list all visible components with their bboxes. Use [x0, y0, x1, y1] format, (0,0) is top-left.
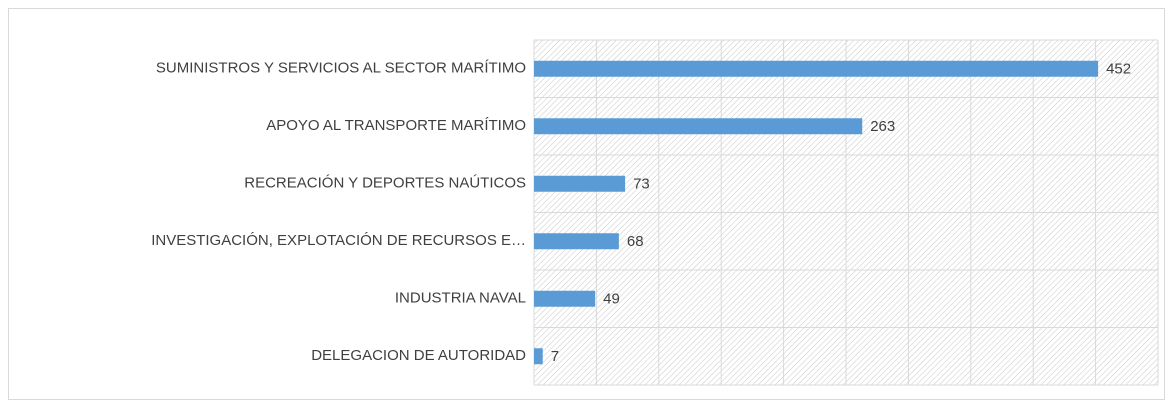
data-label: 7 — [551, 348, 559, 365]
bar — [534, 175, 626, 192]
y-tick-label: INDUSTRIA NAVAL — [395, 290, 526, 307]
bar — [534, 233, 619, 250]
y-tick-label: RECREACIÓN Y DEPORTES NAÚTICOS — [244, 175, 526, 192]
bar — [534, 290, 596, 307]
y-tick-label: INVESTIGACIÓN, EXPLOTACIÓN DE RECURSOS E… — [151, 232, 526, 249]
y-tick-label: APOYO AL TRANSPORTE MARÍTIMO — [266, 117, 526, 134]
data-label: 263 — [870, 118, 895, 135]
data-label: 68 — [627, 233, 644, 250]
data-label: 73 — [633, 176, 650, 193]
bar — [534, 118, 863, 135]
y-tick-label: SUMINISTROS Y SERVICIOS AL SECTOR MARÍTI… — [156, 60, 526, 77]
y-tick-label: DELEGACION DE AUTORIDAD — [311, 347, 526, 364]
bar — [534, 60, 1099, 77]
data-label: 452 — [1106, 61, 1131, 78]
data-label: 49 — [603, 291, 620, 308]
bar — [534, 348, 543, 365]
